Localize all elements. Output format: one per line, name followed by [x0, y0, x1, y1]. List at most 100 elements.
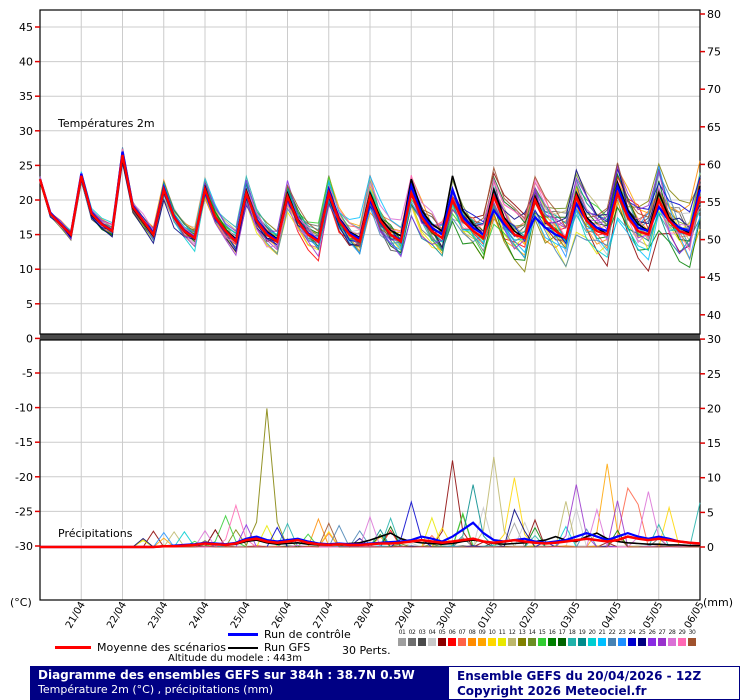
- footer-run-info: Ensemble GEFS du 20/04/2026 - 12Z: [457, 669, 702, 683]
- member-number: 15: [538, 629, 546, 636]
- member-number: 25: [638, 629, 646, 636]
- svg-text:-5: -5: [22, 367, 33, 380]
- svg-text:10: 10: [19, 263, 33, 276]
- svg-text:25: 25: [707, 368, 721, 381]
- member-number: 02: [408, 629, 416, 636]
- svg-text:55: 55: [707, 196, 721, 209]
- member-color-swatch: [528, 638, 536, 646]
- member-color-swatch: [628, 638, 636, 646]
- svg-text:65: 65: [707, 121, 721, 134]
- member-color-swatch: [518, 638, 526, 646]
- temperature-panel-border: [39, 9, 701, 335]
- member-number: 16: [548, 629, 556, 636]
- footer-copyright: Copyright 2026 Meteociel.fr: [457, 684, 647, 698]
- svg-text:40: 40: [707, 309, 721, 322]
- svg-text:-25: -25: [15, 505, 33, 518]
- svg-text:0: 0: [26, 332, 33, 345]
- member-color-swatch: [508, 638, 516, 646]
- svg-text:15: 15: [707, 437, 721, 450]
- member-legend-cell: 13: [517, 629, 527, 646]
- svg-text:45: 45: [19, 21, 33, 34]
- member-legend-cell: 21: [597, 629, 607, 646]
- svg-text:35: 35: [19, 90, 33, 103]
- svg-text:02/05: 02/05: [518, 600, 542, 630]
- member-color-swatch: [438, 638, 446, 646]
- svg-text:-10: -10: [15, 402, 33, 415]
- member-color-swatch: [678, 638, 686, 646]
- member-legend-cell: 12: [507, 629, 517, 646]
- svg-text:75: 75: [707, 46, 721, 59]
- member-legend-cell: 24: [627, 629, 637, 646]
- ensemble-chart-svg: 454035302520151050-5-10-15-20-25-3080757…: [10, 8, 733, 630]
- member-number: 09: [478, 629, 486, 636]
- svg-text:(mm): (mm): [703, 596, 733, 609]
- grid: [40, 10, 700, 600]
- footer-bar: Diagramme des ensembles GEFS sur 384h : …: [30, 666, 740, 700]
- member-legend-cell: 02: [407, 629, 417, 646]
- member-color-swatch: [578, 638, 586, 646]
- member-legend-cell: 30: [687, 629, 697, 646]
- svg-text:29/04: 29/04: [394, 600, 418, 630]
- svg-text:60: 60: [707, 158, 721, 171]
- member-color-swatch: [618, 638, 626, 646]
- member-number: 12: [508, 629, 516, 636]
- member-legend-cell: 16: [547, 629, 557, 646]
- member-legend-cell: 14: [527, 629, 537, 646]
- footer-subtitle: Température 2m (°C) , précipitations (mm…: [38, 683, 274, 696]
- member-number: 11: [498, 629, 506, 636]
- svg-text:80: 80: [707, 8, 721, 21]
- member-color-swatch: [418, 638, 426, 646]
- svg-text:70: 70: [707, 83, 721, 96]
- svg-text:-30: -30: [15, 540, 33, 553]
- svg-text:01/05: 01/05: [476, 600, 500, 630]
- member-color-swatch: [448, 638, 456, 646]
- member-legend-cell: 03: [417, 629, 427, 646]
- axis-labels: 454035302520151050-5-10-15-20-25-3080757…: [10, 8, 733, 609]
- svg-text:24/04: 24/04: [188, 600, 212, 630]
- legend-perts-label: 30 Perts.: [342, 644, 391, 657]
- member-legend-cell: 22: [607, 629, 617, 646]
- member-legend-cell: 20: [587, 629, 597, 646]
- legend-mean-label: Moyenne des scénarios: [97, 641, 226, 654]
- member-color-swatch: [538, 638, 546, 646]
- svg-text:0: 0: [707, 541, 714, 554]
- member-legend-cell: 06: [447, 629, 457, 646]
- svg-text:06/05: 06/05: [683, 600, 707, 630]
- member-number: 29: [678, 629, 686, 636]
- svg-text:30: 30: [707, 333, 721, 346]
- member-legend-cell: 18: [567, 629, 577, 646]
- member-color-swatch: [428, 638, 436, 646]
- member-color-swatch: [488, 638, 496, 646]
- svg-text:30/04: 30/04: [435, 600, 459, 630]
- member-number: 06: [448, 629, 456, 636]
- svg-text:20: 20: [707, 402, 721, 415]
- member-number: 04: [428, 629, 436, 636]
- member-number: 20: [588, 629, 596, 636]
- svg-text:45: 45: [707, 271, 721, 284]
- member-number: 07: [458, 629, 466, 636]
- footer-run-box: Ensemble GEFS du 20/04/2026 - 12Z Copyri…: [448, 666, 740, 700]
- svg-text:50: 50: [707, 234, 721, 247]
- x-axis-labels: 21/04 22/04 23/04 24/04 25/04 26/04 27/04 28/04…: [64, 600, 707, 630]
- member-number: 01: [398, 629, 406, 636]
- svg-text:5: 5: [26, 298, 33, 311]
- member-number: 30: [688, 629, 696, 636]
- svg-text:25: 25: [19, 159, 33, 172]
- member-number: 23: [618, 629, 626, 636]
- legend-gfs: Run GFS: [228, 641, 310, 654]
- member-number: 10: [488, 629, 496, 636]
- member-number: 28: [668, 629, 676, 636]
- legend-mean: Moyenne des scénarios: [55, 641, 226, 654]
- member-color-swatch: [568, 638, 576, 646]
- member-number: 08: [468, 629, 476, 636]
- member-number: 21: [598, 629, 606, 636]
- svg-text:04/05: 04/05: [600, 600, 624, 630]
- precipitation-panel-border: [39, 339, 701, 601]
- svg-text:30: 30: [19, 125, 33, 138]
- svg-text:23/04: 23/04: [146, 600, 170, 630]
- member-number: 18: [568, 629, 576, 636]
- member-number: 05: [438, 629, 446, 636]
- member-legend-cell: 01: [397, 629, 407, 646]
- member-number: 24: [628, 629, 636, 636]
